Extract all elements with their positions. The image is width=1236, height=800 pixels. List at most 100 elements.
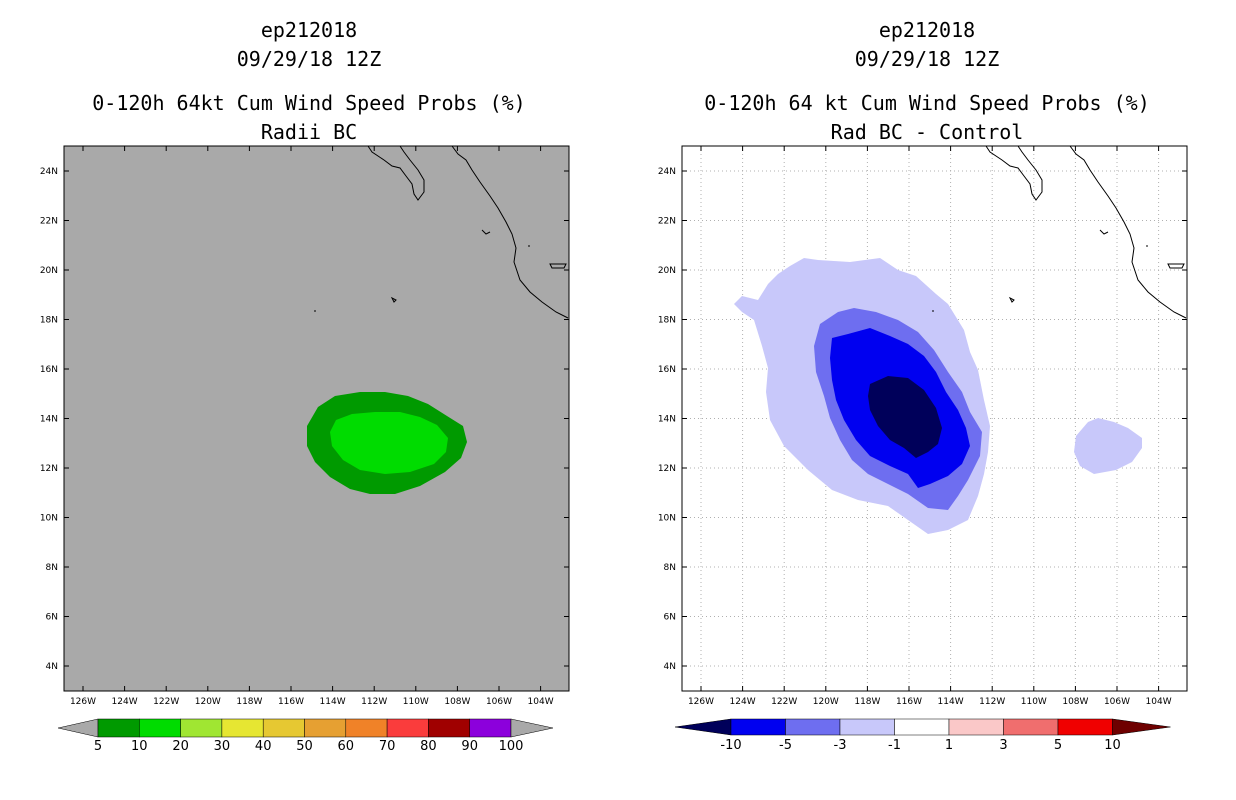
lat-label: 20N (40, 266, 58, 276)
colorbar-label: 30 (214, 739, 231, 754)
lon-label: 106W (1104, 697, 1130, 707)
lat-label: 24N (658, 167, 676, 177)
left-storm-id: ep212018 (260, 18, 358, 42)
lat-label: 20N (658, 266, 676, 276)
colorbar-label: 3 (999, 738, 1007, 753)
colorbar-over-triangle (510, 718, 554, 738)
colorbar-label: -10 (720, 738, 741, 753)
lat-label: 4N (664, 662, 676, 672)
colorbar-under-triangle (674, 718, 732, 736)
colorbar-label: -5 (779, 738, 792, 753)
colorbar-swatch (1057, 718, 1113, 736)
right-title: 0-120h 64 kt Cum Wind Speed Probs (%) (704, 91, 1150, 115)
lon-label: 108W (444, 697, 470, 707)
right-diff-region-below-minus10 (868, 376, 942, 458)
lat-label: 22N (40, 217, 58, 227)
lat-label: 12N (40, 464, 58, 474)
lat-label: 18N (40, 316, 58, 326)
left-coastline (314, 145, 569, 319)
lon-label: 104W (1146, 697, 1172, 707)
colorbar-label: 50 (296, 739, 313, 754)
colorbar-swatch (428, 718, 470, 738)
lon-label: 104W (528, 697, 554, 707)
colorbar-swatch (948, 718, 1004, 736)
left-map: 24N 22N 20N 18N 16N 14N 12N 10N 8N 6N 4N 126W 124W 12… (40, 145, 570, 754)
lat-label: 8N (46, 563, 58, 573)
lat-label: 14N (658, 415, 676, 425)
lat-label: 16N (658, 365, 676, 375)
right-coastline (932, 145, 1187, 319)
colorbar-under-triangle (57, 718, 99, 738)
colorbar-label: 40 (255, 739, 272, 754)
colorbar-swatch (730, 718, 786, 736)
colorbar-label: 90 (461, 739, 478, 754)
lon-label: 108W (1062, 697, 1088, 707)
lat-label: 14N (40, 415, 58, 425)
left-axis-ticks: 24N 22N 20N 18N 16N 14N 12N 10N 8N 6N 4N 126W 124W 12… (40, 146, 569, 707)
lon-label: 126W (688, 697, 714, 707)
left-datetime: 09/29/18 12Z (236, 47, 382, 71)
lon-label: 124W (112, 697, 138, 707)
colorbar-swatch (262, 718, 305, 738)
lon-label: 122W (153, 697, 179, 707)
lat-label: 6N (46, 613, 58, 623)
colorbar-label: -3 (834, 738, 847, 753)
lat-label: 8N (664, 563, 676, 573)
colorbar-label: 1 (945, 738, 953, 753)
colorbar-label: 70 (379, 739, 396, 754)
lat-label: 4N (46, 662, 58, 672)
left-title: 0-120h 64kt Cum Wind Speed Probs (%) (92, 91, 526, 115)
colorbar-label: 100 (499, 739, 524, 754)
lon-label: 126W (70, 697, 96, 707)
right-datetime: 09/29/18 12Z (854, 47, 1000, 71)
colorbar-swatch (97, 718, 140, 738)
lon-label: 118W (236, 697, 262, 707)
colorbar-over-triangle (1112, 718, 1171, 736)
lon-label: 112W (361, 697, 387, 707)
colorbar-label: 10 (131, 739, 148, 754)
lon-label: 114W (938, 697, 964, 707)
colorbar-swatch (469, 718, 512, 738)
lon-label: 114W (320, 697, 346, 707)
colorbar-label: 80 (420, 739, 437, 754)
colorbar-swatch (304, 718, 347, 738)
lon-label: 110W (403, 697, 429, 707)
lat-label: 24N (40, 167, 58, 177)
colorbar-swatch (221, 718, 264, 738)
right-subtitle: Rad BC - Control (830, 120, 1024, 144)
lon-label: 118W (854, 697, 880, 707)
lon-label: 124W (730, 697, 756, 707)
colorbar-swatch (839, 718, 895, 736)
lon-label: 106W (486, 697, 512, 707)
colorbar-label: 5 (1054, 738, 1062, 753)
colorbar-swatch (139, 718, 181, 738)
lat-label: 18N (658, 316, 676, 326)
left-prob-region-10-20 (330, 412, 448, 474)
colorbar-swatch (180, 718, 223, 738)
lon-label: 116W (896, 697, 922, 707)
lon-label: 116W (278, 697, 304, 707)
right-panel: ep212018 09/29/18 12Z 0-120h 64 kt Cum W… (618, 0, 1236, 800)
lat-label: 16N (40, 365, 58, 375)
right-diff-region-minus3-minus1-east (1074, 418, 1142, 474)
colorbar-label: 20 (172, 739, 189, 754)
right-map: 24N 22N 20N 18N 16N 14N 12N 10N 8N 6N 4N 126W 124W 12… (658, 145, 1188, 753)
left-colorbar: 5 10 20 30 40 50 60 70 80 90 100 (57, 718, 554, 754)
colorbar-label: 5 (94, 739, 102, 754)
lat-label: 6N (664, 613, 676, 623)
lon-label: 110W (1021, 697, 1047, 707)
colorbar-swatch (785, 718, 841, 736)
lat-label: 10N (40, 514, 58, 524)
right-colorbar: -10 -5 -3 -1 1 3 5 10 (674, 718, 1171, 753)
colorbar-swatch (345, 718, 388, 738)
lat-label: 22N (658, 217, 676, 227)
colorbar-swatch (894, 718, 950, 736)
lon-label: 122W (771, 697, 797, 707)
lon-label: 120W (195, 697, 221, 707)
colorbar-swatch (386, 718, 429, 738)
colorbar-label: 10 (1104, 738, 1121, 753)
lat-label: 10N (658, 514, 676, 524)
lon-label: 112W (979, 697, 1005, 707)
right-storm-id: ep212018 (878, 18, 976, 42)
right-axis-ticks: 24N 22N 20N 18N 16N 14N 12N 10N 8N 6N 4N 126W 124W 12… (658, 146, 1187, 707)
